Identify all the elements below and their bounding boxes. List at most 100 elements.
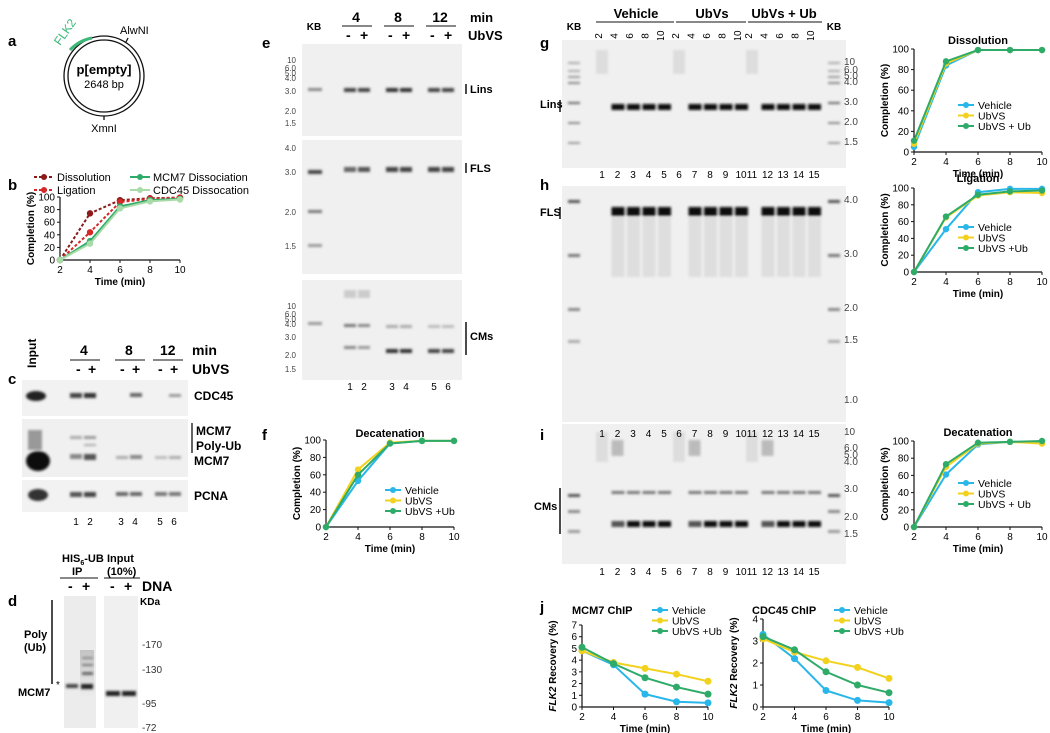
marker-170: -170 [142, 640, 162, 651]
lane-number-ghi: 1 [599, 429, 605, 440]
chart-h-legend-dot [963, 224, 969, 230]
chart-j2-legend-label: UbVS +Ub [854, 626, 904, 638]
chart-g-xtick-label: 2 [911, 157, 917, 168]
gel-h-smear [658, 217, 671, 277]
chart-j2-ylabel-rest: Recovery (%) [729, 617, 740, 683]
chart-i-xtick-label: 2 [911, 532, 917, 543]
lane-number-ghi: 12 [762, 567, 774, 578]
panel-letter-c: c [8, 371, 16, 388]
lane-number-e: 6 [445, 382, 451, 393]
chart-g-legend-dot [963, 112, 969, 119]
minus-ip-d: - [68, 578, 73, 594]
ladder-band-h [568, 200, 580, 203]
chart-j1-point [641, 674, 649, 682]
chart-j1-ytick-label: 5 [571, 644, 577, 655]
chart-j2-point [885, 699, 893, 707]
lane-number-ghi: 3 [630, 170, 636, 181]
ladder-label-i: 4.0 [844, 457, 858, 468]
lane-number-ghi: 1 [599, 170, 605, 181]
chart-j1-xtick-label: 10 [702, 712, 714, 723]
gel-g-band [808, 104, 821, 110]
chart-j2-legend-label: UbVS [854, 616, 881, 628]
polyub-label-c: Poly-Ub [196, 439, 241, 453]
chart-f-ylabel: Completion (%) [292, 447, 303, 520]
kb-label-e: KB [307, 22, 321, 33]
chart-f-legend-dot [390, 497, 396, 504]
chart-g-ytick-label: 40 [898, 106, 910, 117]
chart-f-point [386, 440, 394, 447]
tp-4-c: 4 [80, 342, 88, 358]
ladder-label-g: 3.0 [844, 97, 858, 108]
chart-i-legend-label: UbVS + Ub [978, 499, 1031, 511]
chart-j2-ylabel-gene: FLK2 [729, 683, 740, 708]
lane-number-ghi: 2 [615, 567, 621, 578]
legend-mcm7: MCM7 Dissociation [153, 172, 248, 184]
lane-number-ghi: 11 [747, 567, 758, 578]
chart-i-ytick-label: 0 [903, 523, 909, 534]
chart-j1-ytick-label: 4 [571, 656, 577, 667]
chart-h-point [942, 225, 950, 233]
gel-h-smear [777, 217, 790, 277]
ladder-label-h: 2.0 [844, 303, 858, 314]
plasmid-map: p[empty] 2648 bp FLK2 AlwNI XmnI [51, 16, 149, 135]
chart-b-ytick-label: 40 [44, 230, 56, 241]
gel-h-smear [627, 217, 640, 277]
ladder-label-i: 3.0 [844, 484, 858, 495]
ladder-label-i: 5.0 [844, 450, 858, 461]
gel-i-band-low [735, 521, 748, 527]
chart-h-point [1038, 187, 1046, 194]
gel-h-smear [611, 217, 625, 277]
chart-b-xtick-label: 10 [174, 265, 186, 276]
chart-b-ytick-label: 80 [44, 205, 56, 216]
chart-i-point [1006, 438, 1014, 446]
ladder-band-i [828, 510, 840, 513]
gel-g-band [735, 104, 748, 110]
gel-lane-time: 8 [718, 33, 729, 39]
chart-b-xtick-label: 8 [147, 265, 153, 276]
gel-h-band [658, 207, 671, 216]
lane-number-ghi: 9 [723, 567, 729, 578]
tp-4-e: 4 [352, 9, 360, 25]
gel-g-band [611, 104, 625, 110]
chart-g-point [1006, 46, 1014, 54]
ladder-band-i [828, 530, 840, 533]
chart-h-ytick-label: 0 [903, 268, 909, 279]
ladder-band-h [828, 308, 840, 311]
mcm7-label-c: MCM7 [194, 454, 230, 468]
ladder-label-e-top: 1.5 [285, 119, 297, 128]
chart-j2-point [885, 674, 893, 682]
chart-j1-ytick-label: 2 [571, 679, 577, 690]
ladder-label-e-bot: 1.5 [285, 365, 297, 374]
ladder-band-g [568, 142, 580, 144]
marker-130: -130 [142, 665, 162, 676]
lane-number-ghi: 10 [735, 429, 747, 440]
chart-g-ytick-label: 100 [892, 45, 909, 56]
chart-i-point [974, 439, 982, 446]
chart-b-point [176, 196, 184, 203]
chart-j2-point [885, 689, 893, 697]
gel-lane-time: 8 [641, 33, 652, 39]
chart-j2-xtick-label: 6 [823, 712, 829, 723]
lane-number-ghi: 6 [676, 429, 682, 440]
chart-i-legend-label: UbVS [978, 489, 1005, 501]
minus-2-c: - [120, 361, 125, 377]
chart-b-ytick-label: 100 [38, 193, 55, 204]
lane-number-ghi: 5 [661, 429, 667, 440]
chart-j1-xlabel: Time (min) [620, 724, 670, 733]
gel-i-band-low [642, 521, 656, 527]
lane-number-ghi: 10 [735, 567, 747, 578]
gel-i-band-high [642, 491, 656, 494]
plus-2-e: + [402, 27, 410, 43]
chart-h-point [974, 191, 982, 198]
gel-h-band [688, 207, 702, 216]
dna-label-d: DNA [142, 578, 172, 594]
chart-j1-legend-label: UbVS +Ub [672, 626, 722, 638]
chart-b-point [86, 229, 94, 236]
plus-3-e: + [444, 27, 452, 43]
chart-j2-series-line-2 [762, 635, 890, 694]
chart-g-legend-label: Vehicle [978, 100, 1012, 112]
chart-f-ytick-label: 60 [310, 470, 322, 481]
gel-g-band [792, 104, 806, 110]
ip-rest: -UB [84, 553, 104, 565]
